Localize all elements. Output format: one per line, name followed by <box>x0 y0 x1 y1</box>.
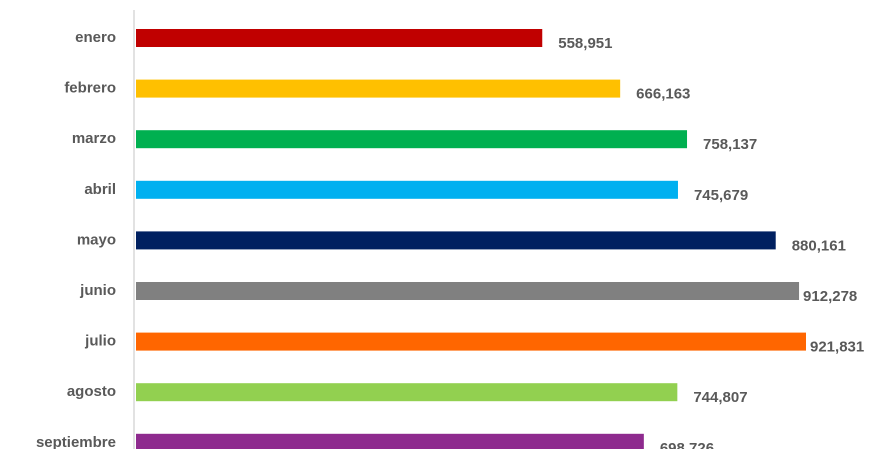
bar <box>136 231 776 250</box>
value-label: 921,831 <box>810 339 864 356</box>
value-label: 758,137 <box>703 136 757 153</box>
bar <box>136 383 678 402</box>
category-label: abril <box>84 181 116 198</box>
category-label: mayo <box>77 231 116 248</box>
value-label: 745,679 <box>694 187 748 204</box>
category-label: febrero <box>64 80 116 97</box>
category-label: septiembre <box>36 434 116 449</box>
value-label: 744,807 <box>693 389 747 406</box>
bar <box>136 130 688 149</box>
bar <box>136 332 806 351</box>
bar <box>136 79 621 98</box>
bar <box>136 29 543 47</box>
category-label: junio <box>79 282 116 299</box>
value-label: 558,951 <box>558 35 612 52</box>
value-label: 698,726 <box>660 440 714 449</box>
bar <box>136 282 800 300</box>
value-label: 666,163 <box>636 86 690 103</box>
category-label: julio <box>84 333 116 350</box>
category-label: enero <box>75 29 116 46</box>
category-label: agosto <box>67 383 116 400</box>
value-label: 880,161 <box>792 237 846 254</box>
value-label: 912,278 <box>803 288 857 305</box>
bar <box>136 433 644 449</box>
bar <box>136 180 678 199</box>
category-label: marzo <box>72 130 116 147</box>
